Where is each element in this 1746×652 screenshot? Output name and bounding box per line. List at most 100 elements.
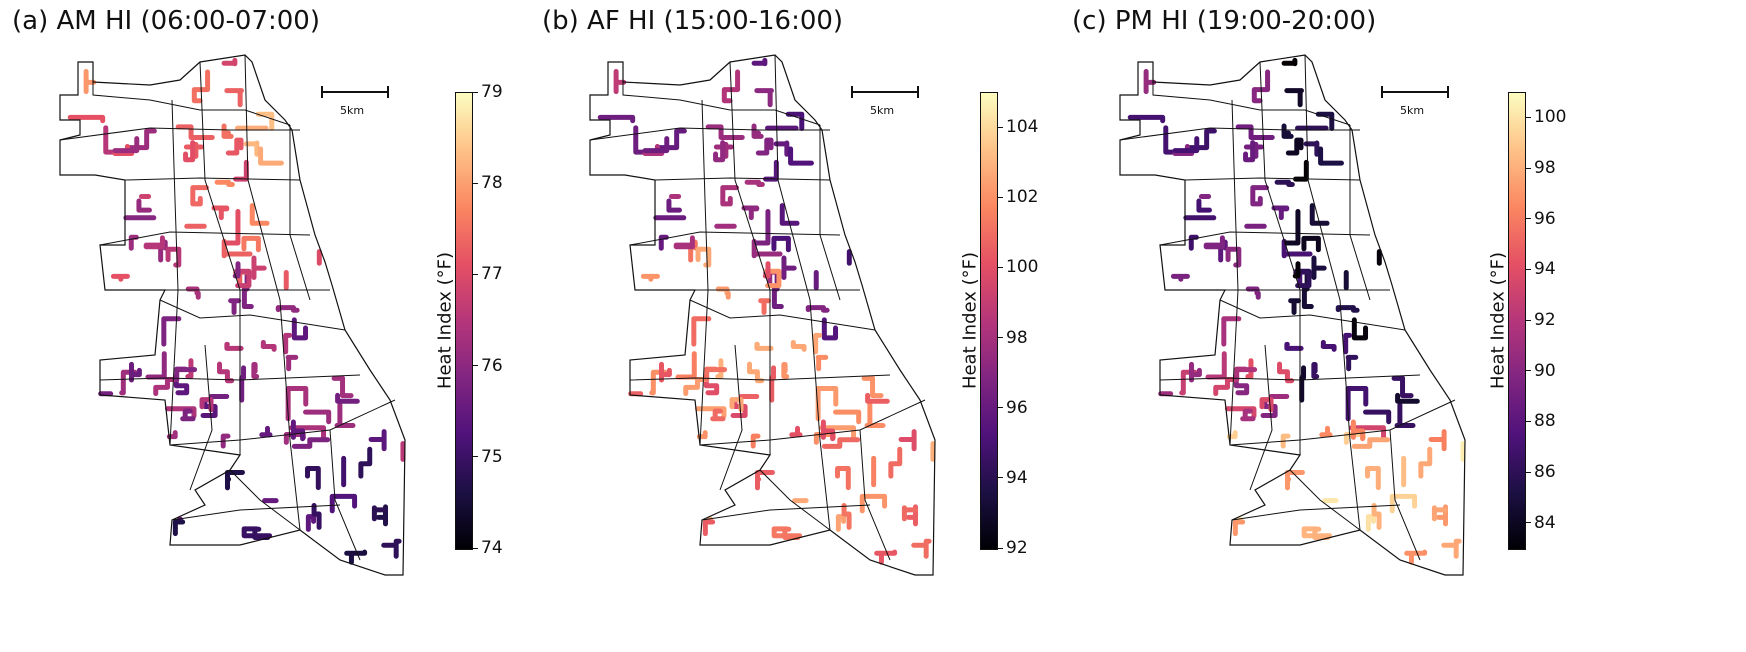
route-segment bbox=[815, 354, 829, 372]
route-segment bbox=[1284, 341, 1304, 351]
colorbar-tick-label: 77 bbox=[473, 264, 503, 284]
route-segment bbox=[191, 69, 211, 104]
route-segment bbox=[1250, 185, 1269, 207]
route-segment bbox=[833, 409, 862, 425]
route-segment bbox=[659, 361, 672, 383]
route-segment bbox=[1335, 305, 1360, 313]
colorbar bbox=[455, 92, 473, 550]
route-segment bbox=[658, 234, 669, 251]
route-segment bbox=[675, 351, 697, 380]
route-segment bbox=[805, 305, 830, 313]
route-segment bbox=[773, 140, 790, 157]
community-boundary bbox=[729, 61, 771, 455]
community-boundary bbox=[1259, 61, 1301, 455]
route-segment bbox=[861, 375, 884, 399]
community-boundary bbox=[819, 125, 841, 301]
route-segment bbox=[220, 433, 231, 449]
route-segment bbox=[224, 88, 244, 108]
route-segment bbox=[688, 239, 698, 263]
city-map bbox=[589, 54, 936, 576]
community-boundary bbox=[159, 299, 346, 331]
community-boundary bbox=[622, 82, 821, 126]
route-segment bbox=[331, 375, 354, 399]
route-segment bbox=[1281, 238, 1313, 259]
route-segment bbox=[1293, 159, 1309, 182]
route-segment bbox=[691, 316, 712, 347]
route-segment bbox=[174, 366, 198, 382]
route-segment bbox=[285, 354, 299, 372]
route-segment bbox=[1196, 198, 1212, 213]
route-segment bbox=[633, 125, 651, 155]
route-segment bbox=[1293, 268, 1312, 289]
map-panel: (a) AM HI (06:00-07:00) 5km 74 75 76 77 78 79 He… bbox=[0, 0, 582, 652]
route-segment bbox=[1391, 375, 1414, 399]
route-segment bbox=[1284, 88, 1304, 108]
community-boundary bbox=[1229, 99, 1239, 446]
route-segment bbox=[252, 526, 271, 541]
route-segment bbox=[859, 493, 888, 514]
route-segment bbox=[249, 203, 270, 226]
scale-bar bbox=[851, 86, 919, 98]
route-segment bbox=[720, 185, 739, 207]
colorbar-tick-label: 94 bbox=[1526, 259, 1556, 279]
route-segment bbox=[381, 538, 402, 559]
route-segment bbox=[1441, 538, 1462, 559]
route-segment bbox=[710, 408, 726, 422]
route-segment bbox=[703, 373, 720, 396]
community-boundary bbox=[171, 504, 341, 521]
route-segment bbox=[1127, 114, 1166, 124]
community-boundary bbox=[229, 469, 301, 531]
route-segment bbox=[228, 298, 242, 316]
route-segment bbox=[103, 125, 121, 155]
colorbar-tick-label: 96 bbox=[1526, 209, 1556, 229]
route-segment bbox=[1245, 286, 1261, 300]
route-segment bbox=[788, 146, 814, 166]
route-segment bbox=[239, 365, 247, 403]
colorbar-label: Heat Index (°F) bbox=[434, 251, 456, 390]
route-segment bbox=[705, 124, 745, 140]
route-segment bbox=[214, 179, 235, 188]
route-segment bbox=[283, 332, 293, 355]
route-segment bbox=[199, 397, 214, 413]
scale-bar bbox=[321, 86, 389, 98]
colorbar-tick-label: 92 bbox=[1526, 310, 1556, 330]
community-boundary bbox=[1249, 344, 1273, 491]
route-segment bbox=[729, 397, 744, 413]
route-layer bbox=[1127, 57, 1466, 565]
route-segment bbox=[371, 505, 389, 522]
route-segment bbox=[1234, 366, 1258, 382]
route-segment bbox=[110, 273, 130, 282]
route-segment bbox=[224, 341, 244, 351]
community-boundary bbox=[699, 99, 709, 446]
route-segment bbox=[782, 526, 801, 541]
colorbar-tick-label: 102 bbox=[998, 187, 1038, 207]
route-segment bbox=[754, 88, 774, 108]
route-segment bbox=[1351, 317, 1369, 341]
scale-bar-label: 5km bbox=[1400, 104, 1425, 117]
community-boundary bbox=[169, 399, 396, 446]
route-segment bbox=[136, 198, 152, 213]
colorbar-label: Heat Index (°F) bbox=[1487, 251, 1509, 390]
route-segment bbox=[1311, 362, 1320, 380]
route-segment bbox=[233, 159, 249, 182]
route-segment bbox=[128, 234, 139, 251]
route-segment bbox=[762, 261, 771, 279]
route-segment bbox=[721, 69, 741, 104]
route-segment bbox=[1404, 549, 1428, 565]
route-segment bbox=[751, 57, 768, 67]
route-segment bbox=[329, 493, 358, 514]
route-segment bbox=[763, 268, 782, 289]
route-segment bbox=[303, 409, 332, 425]
community-boundary bbox=[654, 177, 831, 181]
route-segment bbox=[769, 365, 777, 403]
route-segment bbox=[285, 385, 309, 422]
route-segment bbox=[305, 465, 321, 491]
route-segment bbox=[241, 235, 261, 253]
route-segment bbox=[1365, 465, 1381, 491]
route-segment bbox=[221, 238, 253, 259]
route-segment bbox=[1315, 111, 1335, 131]
route-segment bbox=[1365, 514, 1377, 532]
route-segment bbox=[821, 437, 861, 449]
route-segment bbox=[1394, 402, 1416, 429]
colorbar-tick-label: 96 bbox=[998, 398, 1028, 418]
